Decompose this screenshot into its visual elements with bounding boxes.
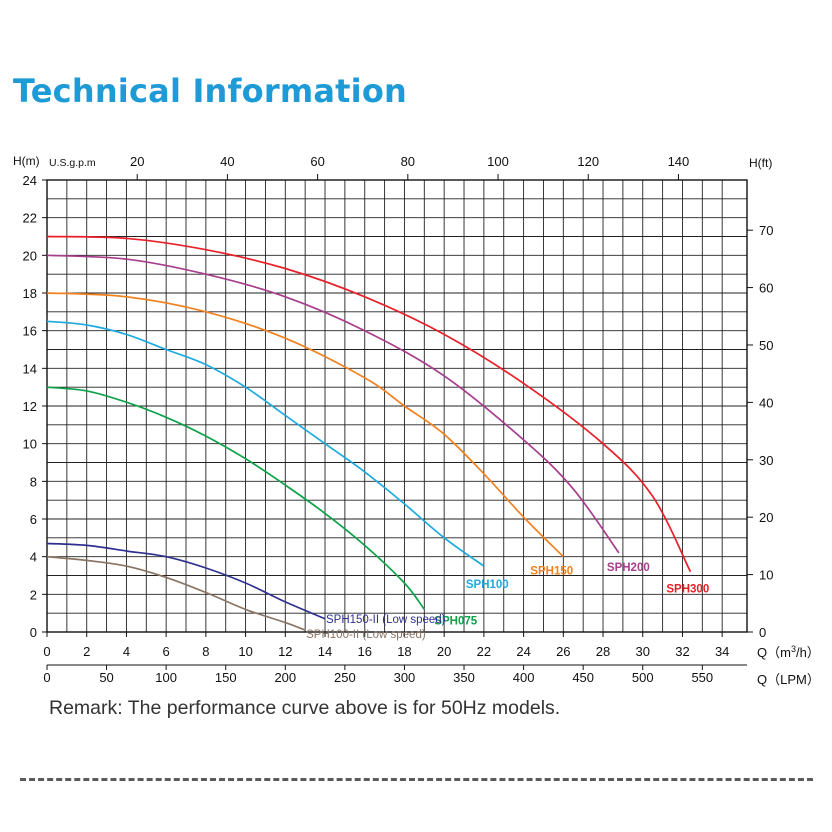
bottom-tick-label: 18	[397, 644, 411, 659]
bottom-tick-label: 0	[43, 644, 50, 659]
left-tick-label: 10	[23, 437, 37, 452]
series-line-sph300	[46, 235, 692, 573]
bottom-tick-label: 12	[278, 644, 292, 659]
series-line-sph150	[46, 292, 564, 558]
left-tick-label: 14	[23, 361, 37, 376]
bottom-axis-label: Q（m3/h）	[757, 644, 820, 660]
lpm-tick-label: 500	[632, 670, 654, 685]
bottom-tick-label: 16	[357, 644, 371, 659]
bottom-tick-label: 34	[715, 644, 729, 659]
lpm-tick-label: 300	[394, 670, 416, 685]
lpm-tick-label: 0	[43, 670, 50, 685]
left-tick-label: 2	[30, 587, 37, 602]
series-label: SPH150-II (Low speed)	[326, 614, 446, 626]
bottom-tick-label: 22	[477, 644, 491, 659]
top-tick-label: 100	[487, 154, 509, 169]
dashed-divider	[20, 778, 813, 781]
left-tick-label: 6	[30, 512, 37, 527]
series-label: SPH100-II (Low speed)	[306, 629, 426, 641]
right-axis-label: H(ft)	[749, 156, 772, 170]
bottom-tick-label: 10	[238, 644, 252, 659]
left-axis-label: H(m)	[13, 154, 40, 168]
right-tick-label: 20	[759, 510, 773, 525]
left-tick-label: 16	[23, 324, 37, 339]
top-tick-label: 20	[130, 154, 144, 169]
left-tick-label: 4	[30, 550, 37, 565]
lpm-tick-label: 200	[274, 670, 296, 685]
top-axis-label: U.S.g.p.m	[49, 157, 96, 169]
series-line-sph150-ii-low-speed-	[46, 542, 326, 620]
right-tick-label: 50	[759, 338, 773, 353]
bottom-tick-label: 32	[675, 644, 689, 659]
lpm-axis-label: Q（LPM）	[757, 672, 820, 687]
left-tick-label: 8	[30, 474, 37, 489]
left-tick-label: 0	[30, 625, 37, 640]
left-tick-label: 18	[23, 286, 37, 301]
left-tick-label: 12	[23, 399, 37, 414]
series-label: SPH300	[666, 584, 709, 596]
top-tick-label: 120	[577, 154, 599, 169]
bottom-tick-label: 14	[318, 644, 332, 659]
right-tick-label: 40	[759, 395, 773, 410]
lpm-tick-label: 50	[99, 670, 113, 685]
right-tick-label: 60	[759, 281, 773, 296]
left-tick-label: 24	[23, 173, 37, 188]
series-label: SPH100	[466, 579, 509, 591]
bottom-tick-label: 24	[516, 644, 530, 659]
series-line-sph075	[46, 386, 425, 610]
series-line-sph100-ii-low-speed-	[46, 555, 306, 631]
lpm-tick-label: 400	[513, 670, 535, 685]
series-label: SPH075	[434, 615, 477, 627]
bottom-tick-label: 28	[596, 644, 610, 659]
left-tick-label: 20	[23, 248, 37, 263]
top-tick-label: 140	[668, 154, 690, 169]
bottom-tick-label: 30	[636, 644, 650, 659]
bottom-tick-label: 4	[123, 644, 130, 659]
lpm-tick-label: 450	[572, 670, 594, 685]
lpm-tick-label: 550	[691, 670, 713, 685]
right-tick-label: 70	[759, 223, 773, 238]
lpm-tick-label: 350	[453, 670, 475, 685]
top-tick-label: 60	[310, 154, 324, 169]
chart-remark: Remark: The performance curve above is f…	[49, 697, 561, 719]
lpm-tick-label: 250	[334, 670, 356, 685]
bottom-tick-label: 26	[556, 644, 570, 659]
series-label: SPH150	[530, 566, 573, 578]
bottom-tick-label: 8	[202, 644, 209, 659]
series-line-sph200	[46, 254, 620, 554]
left-tick-label: 22	[23, 211, 37, 226]
right-tick-label: 30	[759, 453, 773, 468]
right-tick-label: 10	[759, 568, 773, 583]
page-title: Technical Information	[13, 72, 407, 110]
bottom-tick-label: 6	[163, 644, 170, 659]
series-line-sph100	[46, 320, 485, 567]
top-tick-label: 40	[220, 154, 234, 169]
lpm-tick-label: 100	[155, 670, 177, 685]
lpm-tick-label: 150	[215, 670, 237, 685]
top-tick-label: 80	[401, 154, 415, 169]
right-tick-label: 0	[759, 625, 766, 640]
series-label: SPH200	[607, 562, 650, 574]
bottom-tick-label: 2	[83, 644, 90, 659]
bottom-tick-label: 20	[437, 644, 451, 659]
